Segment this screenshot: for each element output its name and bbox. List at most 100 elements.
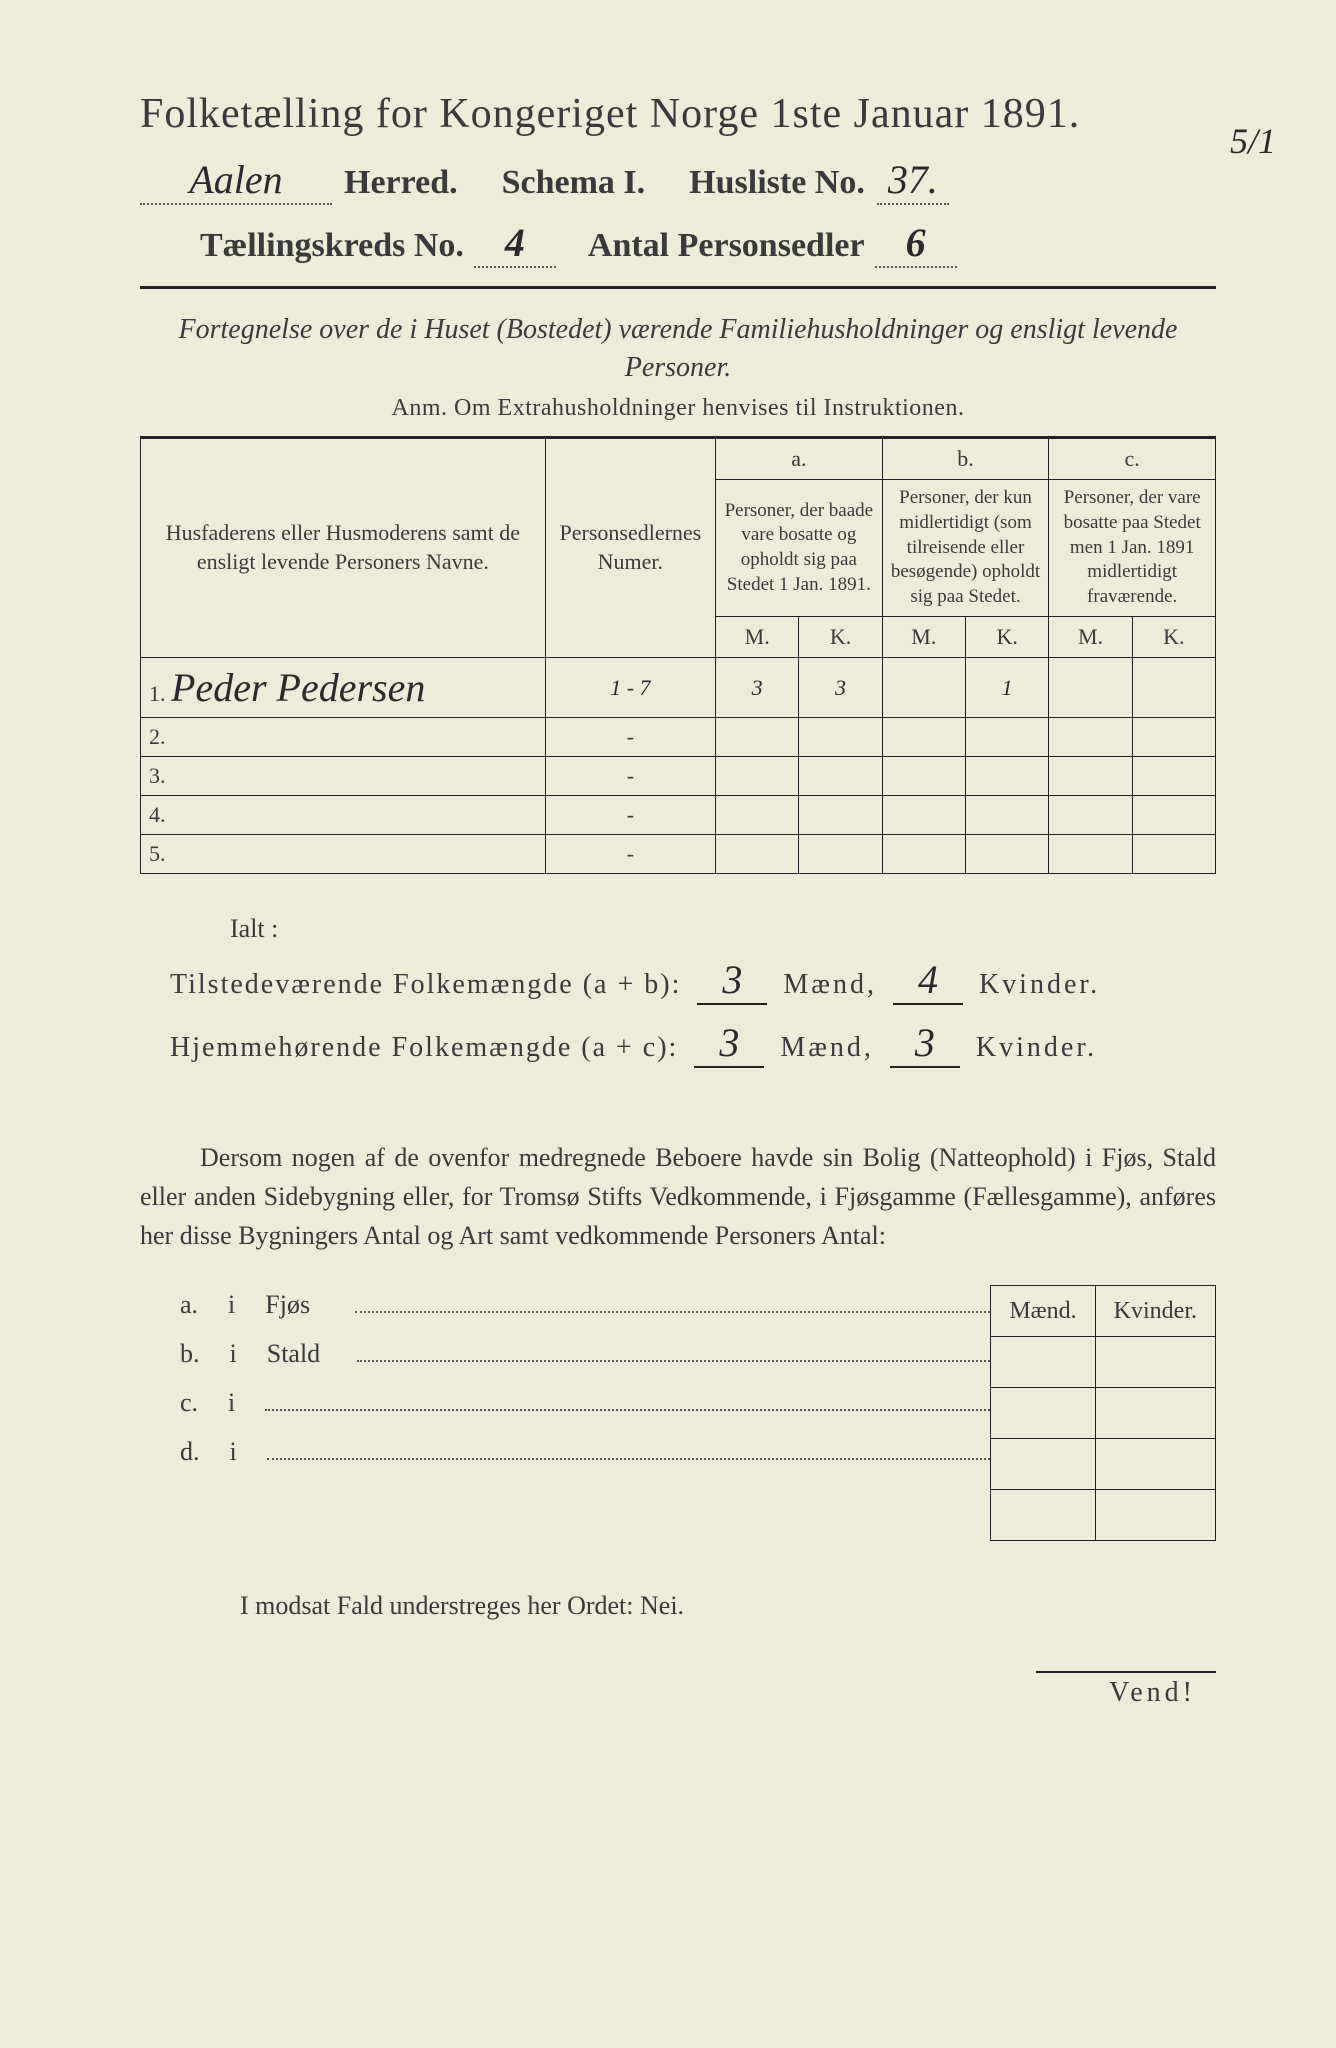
husliste-value: 37. — [877, 156, 949, 205]
divider — [140, 286, 1216, 289]
dots — [267, 1432, 991, 1460]
col-a-label: a. — [716, 437, 883, 480]
row-personsedler: 1 - 7 — [545, 658, 715, 718]
building-name: Fjøs — [265, 1290, 325, 1320]
building-list: a. i Fjøs b. i Stald c. i d. i — [140, 1285, 990, 1481]
cell-c-m — [1049, 658, 1132, 718]
summary-ac-label: Hjemmehørende Folkemængde (a + c): — [170, 1032, 678, 1063]
mk-cell — [991, 1490, 1095, 1541]
building-row: a. i Fjøs — [140, 1285, 990, 1320]
col-b-label: b. — [882, 437, 1049, 480]
anm-note: Anm. Om Extrahusholdninger henvises til … — [140, 395, 1216, 422]
ialt-label: Ialt : — [140, 914, 1216, 944]
summary-line-ab: Tilstedeværende Folkemængde (a + b): 3 M… — [140, 956, 1216, 1005]
building-name: Stald — [267, 1339, 327, 1369]
mk-header-k: Kvinder. — [1095, 1286, 1215, 1337]
corner-annotation: 5/1 — [1230, 120, 1276, 162]
mk-header-m: Mænd. — [991, 1286, 1095, 1337]
census-form-page: 5/1 Folketælling for Kongeriget Norge 1s… — [0, 0, 1336, 2048]
col-num-header: Personsedlernes Numer. — [545, 437, 715, 658]
mk-cell — [1095, 1490, 1215, 1541]
col-c-header: Personer, der vare bosatte paa Stedet me… — [1049, 480, 1216, 616]
building-paragraph: Dersom nogen af de ovenfor medregnede Be… — [140, 1138, 1216, 1255]
summary-ac-m: 3 — [694, 1019, 764, 1068]
table-row: 3. - — [141, 757, 1216, 796]
cell-b-k — [966, 718, 1049, 757]
table-row: 1. Peder Pedersen 1 - 7 3 3 1 — [141, 658, 1216, 718]
cell-a-m: 3 — [716, 658, 799, 718]
building-label: c. — [180, 1388, 198, 1418]
final-line: I modsat Fald understreges her Ordet: Ne… — [140, 1591, 1216, 1621]
col-a-k: K. — [799, 616, 882, 658]
building-mk-table: Mænd. Kvinder. — [990, 1285, 1216, 1541]
dots — [357, 1334, 991, 1362]
form-title: Folketælling for Kongeriget Norge 1ste J… — [140, 90, 1216, 138]
row-num: 1. — [149, 681, 166, 706]
mk-cell — [991, 1439, 1095, 1490]
row-name: Peder Pedersen — [171, 665, 425, 710]
table-row: 2. - — [141, 718, 1216, 757]
vend-label: Vend! — [1036, 1671, 1216, 1709]
kreds-label: Tællingskreds No. — [200, 227, 464, 265]
row-num: 4. — [141, 796, 546, 835]
row-personsedler: - — [545, 757, 715, 796]
building-block: a. i Fjøs b. i Stald c. i d. i — [140, 1285, 1216, 1541]
summary-ab-k: 4 — [893, 956, 963, 1005]
row-num: 2. — [141, 718, 546, 757]
col-c-label: c. — [1049, 437, 1216, 480]
table-row: 4. - — [141, 796, 1216, 835]
building-i: i — [228, 1290, 235, 1320]
row-num: 5. — [141, 835, 546, 874]
header-line-herred: Aalen Herred. Schema I. Husliste No. 37. — [140, 156, 1216, 205]
table-row: 5. - — [141, 835, 1216, 874]
col-c-k: K. — [1132, 616, 1215, 658]
col-a-header: Personer, der baade vare bosatte og opho… — [716, 480, 883, 616]
antal-value: 6 — [875, 219, 957, 268]
building-row: b. i Stald — [140, 1334, 990, 1369]
dots — [355, 1285, 990, 1313]
mk-cell — [991, 1388, 1095, 1439]
row-num: 3. — [141, 757, 546, 796]
col-a-m: M. — [716, 616, 799, 658]
antal-label: Antal Personsedler — [588, 227, 865, 265]
kvinder-label: Kvinder. — [979, 969, 1100, 1000]
summary-ab-m: 3 — [697, 956, 767, 1005]
cell-c-k — [1132, 658, 1215, 718]
building-i: i — [230, 1437, 237, 1467]
row-personsedler: - — [545, 718, 715, 757]
husliste-label: Husliste No. — [689, 164, 865, 202]
cell-c-m — [1049, 718, 1132, 757]
building-i: i — [230, 1339, 237, 1369]
building-row: c. i — [140, 1383, 990, 1418]
row-personsedler: - — [545, 796, 715, 835]
mk-cell — [1095, 1337, 1215, 1388]
cell-a-k — [799, 718, 882, 757]
cell-a-k: 3 — [799, 658, 882, 718]
building-row: d. i — [140, 1432, 990, 1467]
cell-b-k: 1 — [966, 658, 1049, 718]
kvinder-label: Kvinder. — [976, 1032, 1097, 1063]
schema-label: Schema I. — [502, 164, 646, 202]
kreds-value: 4 — [474, 219, 556, 268]
cell-b-m — [882, 718, 965, 757]
dots — [265, 1383, 990, 1411]
col-b-m: M. — [882, 616, 965, 658]
cell-b-m — [882, 658, 965, 718]
mk-cell — [1095, 1388, 1215, 1439]
col-b-header: Personer, der kun midlertidigt (som tilr… — [882, 480, 1049, 616]
summary-ac-k: 3 — [890, 1019, 960, 1068]
building-label: d. — [180, 1437, 200, 1467]
cell-a-m — [716, 718, 799, 757]
mk-cell — [991, 1337, 1095, 1388]
cell-c-k — [1132, 718, 1215, 757]
herred-label: Herred. — [344, 164, 458, 202]
building-label: a. — [180, 1290, 198, 1320]
summary-line-ac: Hjemmehørende Folkemængde (a + c): 3 Mæn… — [140, 1019, 1216, 1068]
col-b-k: K. — [966, 616, 1049, 658]
maend-label: Mænd, — [783, 969, 877, 1000]
herred-value: Aalen — [140, 156, 332, 205]
mk-cell — [1095, 1439, 1215, 1490]
summary-ab-label: Tilstedeværende Folkemængde (a + b): — [170, 969, 681, 1000]
household-table: Husfaderens eller Husmoderens samt de en… — [140, 436, 1216, 875]
row-personsedler: - — [545, 835, 715, 874]
